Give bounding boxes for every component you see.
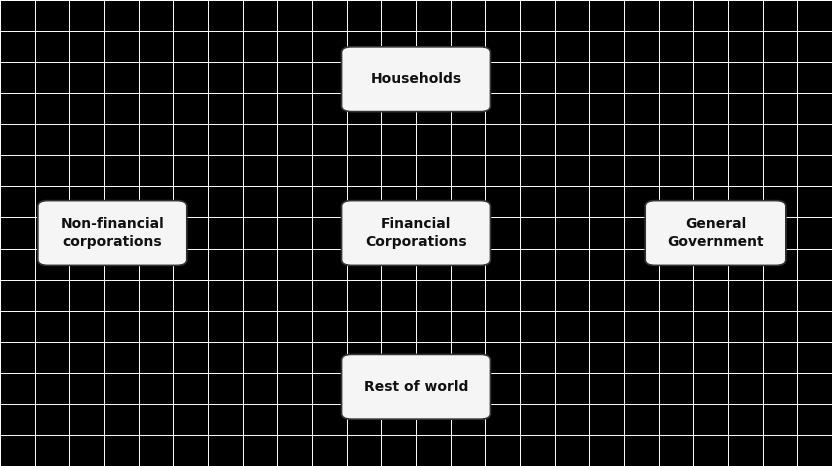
Text: Households: Households <box>370 72 462 86</box>
Text: Rest of world: Rest of world <box>364 380 468 394</box>
Text: Financial
Corporations: Financial Corporations <box>365 217 467 249</box>
FancyBboxPatch shape <box>342 200 490 266</box>
FancyBboxPatch shape <box>342 354 490 419</box>
Text: General
Government: General Government <box>667 217 764 249</box>
FancyBboxPatch shape <box>646 200 785 266</box>
FancyBboxPatch shape <box>38 200 186 266</box>
Text: Non-financial
corporations: Non-financial corporations <box>61 217 164 249</box>
FancyBboxPatch shape <box>342 47 490 112</box>
